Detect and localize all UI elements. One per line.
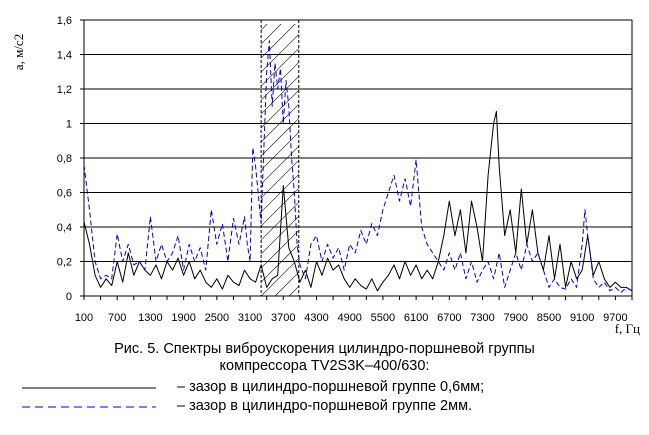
- hatch-line: [261, 47, 299, 87]
- x-tick-label: 3700: [271, 312, 295, 324]
- x-tick-label: 5500: [371, 312, 395, 324]
- y-tick-label: 0,8: [57, 153, 72, 165]
- legend-item-dashed: – зазор в цилиндро-поршневой группе 2мм.: [0, 398, 649, 416]
- y-tick-label: 0,2: [57, 257, 72, 269]
- x-tick-label: 8500: [537, 312, 561, 324]
- x-tick-labels: 100 700 1300 1900 2500 3100 3700 4300 4900 5500 61…: [75, 312, 628, 324]
- y-tick-label: 1,6: [57, 15, 72, 27]
- x-tick-label: 700: [108, 312, 126, 324]
- x-tick-label: 1900: [171, 312, 195, 324]
- highlight-band: [260, 20, 649, 296]
- legend-swatch-solid: [22, 387, 156, 389]
- gridlines: [80, 19, 632, 297]
- legend-label-dashed: – зазор в цилиндро-поршневой группе 2мм.: [177, 398, 473, 414]
- x-tick-label: 3100: [238, 312, 262, 324]
- x-tick-label: 9100: [570, 312, 594, 324]
- legend-label-solid: – зазор в цилиндро-поршневой группе 0,6м…: [177, 379, 485, 395]
- x-tick-label: 4300: [304, 312, 328, 324]
- series-line-0-6mm: [83, 110, 633, 292]
- y-tick-label: 0,4: [57, 222, 72, 234]
- hatch-line: [261, 243, 299, 283]
- legend-swatch-dashed: [22, 406, 156, 408]
- hatch-line: [261, 61, 299, 101]
- x-tick-label: 6700: [437, 312, 461, 324]
- y-tick-label: 1,2: [57, 84, 72, 96]
- figure-caption: Рис. 5. Спектры виброускорения цилиндро-…: [0, 341, 649, 375]
- hatch-line: [261, 145, 299, 185]
- x-tick-label: 2500: [205, 312, 229, 324]
- hatch-line: [261, 131, 299, 171]
- caption-line-2: компрессора TV2S3K–400/630:: [219, 358, 430, 374]
- x-tick-label: 100: [75, 312, 93, 324]
- axes: [83, 20, 633, 300]
- hatch-line: [261, 215, 299, 255]
- hatch-line: [639, 20, 649, 296]
- y-tick-label: 0: [66, 291, 72, 303]
- y-axis-label: a, м/с2: [11, 34, 26, 70]
- x-tick-label: 7900: [504, 312, 528, 324]
- vibration-spectrum-chart: 0 0,2 0,4 0,6 0,8 1 1,2 1,4 1,6 100 700 1300 1900 25…: [11, 15, 649, 336]
- series-line-2mm: [83, 40, 633, 294]
- y-tick-label: 0,6: [57, 188, 72, 200]
- y-tick-labels: 0 0,2 0,4 0,6 0,8 1 1,2 1,4 1,6: [57, 15, 72, 303]
- x-tick-label: 1300: [138, 312, 162, 324]
- x-axis-label: f, Гц: [615, 321, 640, 336]
- series-lines: [83, 40, 633, 294]
- x-tick-label: 6100: [404, 312, 428, 324]
- x-tick-label: 4900: [337, 312, 361, 324]
- y-tick-label: 1: [66, 119, 72, 131]
- x-tick-label: 7300: [470, 312, 494, 324]
- y-tick-label: 1,4: [57, 50, 72, 62]
- x-tick-label: 9700: [603, 312, 627, 324]
- legend-item-solid: – зазор в цилиндро-поршневой группе 0,6м…: [0, 379, 649, 397]
- caption-line-1: Рис. 5. Спектры виброускорения цилиндро-…: [114, 341, 535, 357]
